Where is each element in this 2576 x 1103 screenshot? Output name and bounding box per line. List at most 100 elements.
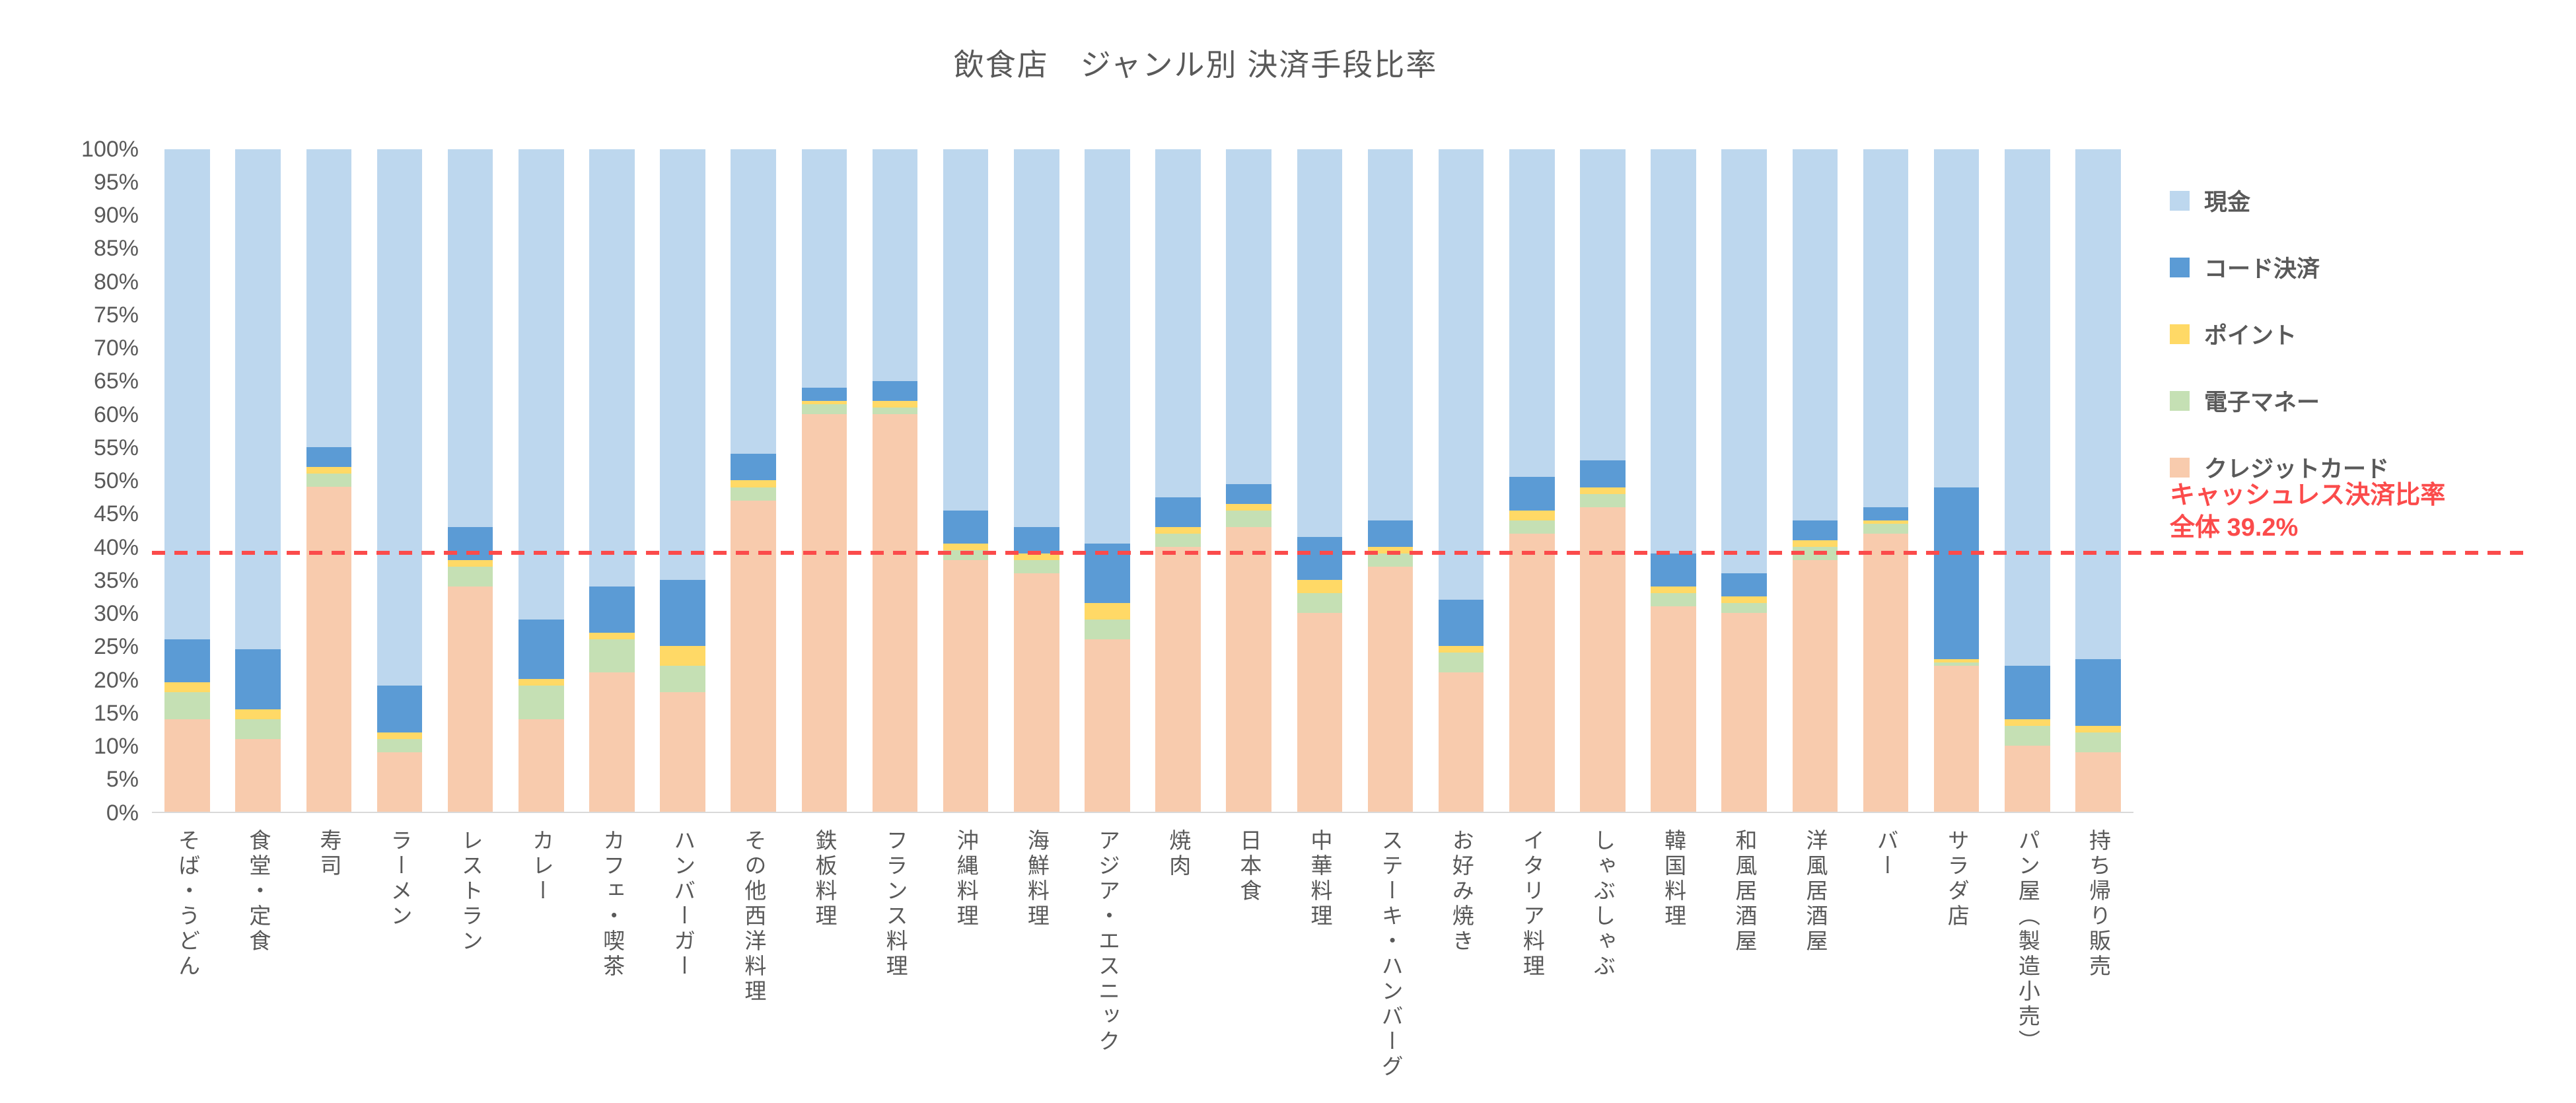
stacked-bar bbox=[235, 149, 281, 812]
bar-segment bbox=[1933, 662, 1980, 666]
bar-segment bbox=[1580, 460, 1626, 487]
bar-segment bbox=[1013, 573, 1059, 812]
bar-segment bbox=[589, 672, 635, 812]
stacked-bar bbox=[1226, 149, 1271, 812]
bar-slot bbox=[1779, 149, 1850, 812]
bar-slot bbox=[647, 149, 718, 812]
x-axis-label-slot: 沖縄料理 bbox=[931, 829, 1001, 1103]
x-axis-label-slot: イタリア料理 bbox=[1497, 829, 1567, 1103]
stacked-bar bbox=[1509, 149, 1555, 812]
bar-segment bbox=[943, 510, 989, 544]
bar-segment bbox=[1155, 533, 1201, 547]
x-axis-category-label: イタリア料理 bbox=[1520, 829, 1545, 979]
bar-segment bbox=[1297, 149, 1343, 537]
bar-segment bbox=[1155, 497, 1201, 527]
bar-segment bbox=[731, 480, 776, 487]
legend-swatch bbox=[2170, 457, 2190, 478]
x-axis-label-slot: サラダ店 bbox=[1921, 829, 1992, 1103]
bar-slot bbox=[1850, 149, 1921, 812]
y-axis: 100% 95% 90% 85% 80% 75% 70% 65% 60% 55% 50% 45% 40%… bbox=[81, 136, 139, 826]
bar-segment bbox=[2075, 732, 2121, 752]
annotation-line2: 全体 39.2% bbox=[2170, 514, 2299, 542]
bar-segment bbox=[1438, 672, 1484, 812]
bar-segment bbox=[872, 149, 918, 382]
bar-segment bbox=[1792, 559, 1838, 812]
x-axis-category-label: お好み焼き bbox=[1449, 829, 1474, 954]
bar-segment bbox=[2004, 149, 2050, 666]
bar-segment bbox=[1792, 540, 1838, 547]
legend-swatch bbox=[2170, 390, 2190, 411]
bar-segment bbox=[376, 738, 423, 752]
bar-segment bbox=[447, 149, 493, 527]
x-axis-category-label: 日本食 bbox=[1236, 829, 1262, 904]
bar-segment bbox=[872, 381, 918, 402]
x-axis-category-label: パン屋（製造小売） bbox=[2015, 829, 2040, 1055]
bar-segment bbox=[1013, 149, 1059, 527]
bar-slot bbox=[1426, 149, 1497, 812]
bar-slot bbox=[223, 149, 293, 812]
bar-segment bbox=[376, 686, 423, 732]
bar-segment bbox=[2075, 725, 2121, 732]
stacked-bar bbox=[1863, 149, 1909, 812]
x-axis-category-label: カフェ・喫茶 bbox=[600, 829, 625, 979]
bar-segment bbox=[943, 543, 989, 550]
legend-swatch bbox=[2170, 257, 2190, 277]
x-axis-label-slot: カレー bbox=[506, 829, 577, 1103]
x-axis-category-label: 食堂・定食 bbox=[246, 829, 271, 954]
stacked-bar bbox=[1933, 149, 1980, 812]
x-axis-category-label: 海鮮料理 bbox=[1024, 829, 1050, 929]
bar-segment bbox=[1651, 553, 1696, 587]
bar-segment bbox=[1367, 553, 1413, 567]
bar-segment bbox=[1863, 533, 1909, 812]
bar-segment bbox=[1721, 149, 1767, 573]
bar-segment bbox=[1933, 659, 1980, 663]
stacked-bar bbox=[447, 149, 493, 812]
bar-segment bbox=[1721, 573, 1767, 596]
stacked-bar bbox=[801, 149, 847, 812]
stacked-bar bbox=[1651, 149, 1696, 812]
bar-segment bbox=[660, 579, 705, 647]
bar-segment bbox=[660, 149, 705, 580]
stacked-bar bbox=[943, 149, 989, 812]
bar-slot bbox=[1284, 149, 1355, 812]
stacked-bar bbox=[306, 149, 352, 812]
bar-segment bbox=[660, 666, 705, 693]
x-axis-category-label: フランス料理 bbox=[883, 829, 908, 979]
x-axis-label-slot: 洋風居酒屋 bbox=[1779, 829, 1850, 1103]
plot-column: そば・うどん 食堂・定食 寿司 ラーメン レストラン カレー カフェ・喫茶 ハンバーガー その他… bbox=[152, 149, 2530, 1103]
bar-segment bbox=[164, 692, 210, 719]
bar-segment bbox=[1651, 592, 1696, 607]
x-axis-label-slot: 食堂・定食 bbox=[223, 829, 293, 1103]
bar-segment bbox=[1226, 503, 1271, 511]
bar-segment bbox=[235, 149, 281, 650]
legend-item: クレジットカード bbox=[2170, 450, 2546, 484]
bar-segment bbox=[235, 709, 281, 719]
legend-label: 電子マネー bbox=[2204, 390, 2320, 415]
bar-segment bbox=[235, 738, 281, 812]
bar-segment bbox=[872, 401, 918, 408]
annotation-line1: キャッシュレス決済比率 bbox=[2170, 481, 2446, 509]
bar-segment bbox=[1863, 523, 1909, 534]
bar-segment bbox=[164, 682, 210, 693]
bar-segment bbox=[1367, 566, 1413, 812]
bar-segment bbox=[164, 639, 210, 683]
stacked-bar bbox=[1367, 149, 1413, 812]
bar-segment bbox=[1580, 507, 1626, 812]
stacked-bar bbox=[1580, 149, 1626, 812]
x-axis-category-label: 鉄板料理 bbox=[812, 829, 837, 929]
stacked-bar bbox=[164, 149, 210, 812]
x-axis-category-label: 中華料理 bbox=[1307, 829, 1332, 929]
bar-segment bbox=[801, 401, 847, 405]
chart-right-panel: 現金 コード決済 ポイント 電子マネー クレジットカード キャッシュレス決済比率 全体 … bbox=[2170, 149, 2546, 813]
x-axis-category-label: アジア・エスニック bbox=[1095, 829, 1120, 1055]
x-axis-label-slot: そば・うどん bbox=[152, 829, 223, 1103]
legend-label: 現金 bbox=[2204, 190, 2251, 215]
bar-slot bbox=[931, 149, 1001, 812]
bar-slot bbox=[718, 149, 789, 812]
x-axis-label-slot: フランス料理 bbox=[859, 829, 930, 1103]
x-axis-category-label: サラダ店 bbox=[1945, 829, 1970, 929]
bar-segment bbox=[1226, 483, 1271, 504]
x-axis-label-slot: 焼肉 bbox=[1143, 829, 1213, 1103]
bar-slot bbox=[1355, 149, 1425, 812]
stacked-bar bbox=[731, 149, 776, 812]
